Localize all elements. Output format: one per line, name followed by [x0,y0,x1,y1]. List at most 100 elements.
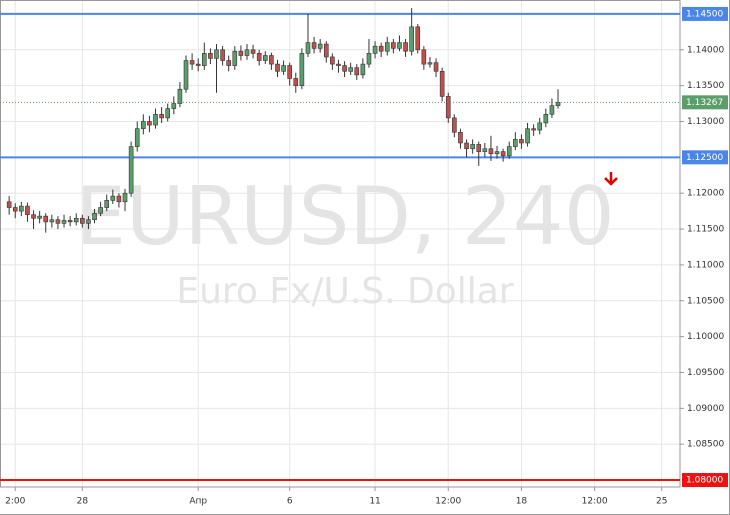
candle-body [37,215,42,219]
x-tick-label: 25 [656,497,667,507]
candle-body [415,26,421,51]
candle-body [25,205,30,216]
candle-body [500,151,506,157]
candle-body [317,43,323,49]
level-label-box [682,473,728,488]
candle-body [531,128,536,131]
candle-body [525,128,530,144]
y-tick-label: 1.13500 [687,81,724,91]
candle-body [232,50,238,66]
candle-body [452,117,457,133]
candle-body [427,62,433,65]
level-label: 1.08000 [686,476,723,486]
candle-body [55,219,61,224]
candle-body [537,122,543,131]
level-label: 1.14500 [686,9,723,19]
candle-body [104,200,110,208]
candle-body [214,49,219,59]
candle-body [330,56,335,65]
candle-body [409,26,414,52]
candle-body [226,60,231,66]
candle-body [354,67,360,76]
x-tick-label: 6 [287,497,293,507]
candle-body [128,146,134,194]
x-tick-label: 2:00 [5,497,25,507]
candle-body [61,220,67,224]
candle-body [305,42,311,54]
candle-body [378,45,384,52]
candle-body [287,65,292,79]
y-tick-label: 1.10500 [687,296,724,306]
candle-body [43,215,49,223]
candle-body [275,63,280,72]
level-label-box [682,150,728,165]
candle-body [110,195,116,201]
candle-body [433,62,439,72]
x-tick-label: Апр [189,497,207,507]
candle-body [220,49,225,61]
candle-body [372,45,378,54]
y-tick-label: 1.09500 [687,368,724,378]
candle-body [439,70,445,97]
candle-body [445,96,451,119]
x-tick-label: 12:00 [582,497,608,507]
candle-body [159,114,164,119]
candle-body [555,102,561,107]
candle-body [488,148,494,155]
candle-body [494,151,500,155]
last-price-box [682,95,728,110]
candle-body [506,146,512,157]
y-tick-label: 1.14000 [687,45,724,55]
x-tick-label: 18 [516,497,528,507]
candle-body [202,53,207,66]
candle-body [73,217,79,223]
candle-body [403,42,408,52]
candle-body [177,88,183,104]
candle-body [262,55,268,61]
candle-body [147,121,152,126]
y-tick-label: 1.12000 [687,189,724,199]
candle-body [519,139,524,144]
candle-body [19,205,24,212]
candle-body [98,207,103,214]
candle-body [244,49,250,56]
candle-body [348,67,353,72]
candle-body [281,65,286,72]
x-tick-label: 12:00 [435,497,461,507]
y-tick-label: 1.11000 [687,260,724,270]
candle-body [397,42,402,49]
watermark-title: EURUSD, 240 [75,170,614,263]
candle-body [238,50,244,56]
candle-body [134,128,140,147]
candle-body [256,53,262,61]
y-tick-label: 1.10000 [687,332,724,342]
candle-body [476,144,482,152]
candle-body [336,63,341,66]
candle-body [195,63,201,66]
candle-body [513,139,518,147]
candle-body [464,142,469,150]
candle-body [92,212,97,221]
candle-body [49,219,55,223]
candle-body [311,42,317,49]
y-tick-label: 1.09000 [687,404,724,414]
candle-body [543,114,549,124]
candle-body [549,105,555,115]
candle-body [86,219,91,224]
candle-body [482,148,488,152]
candle-body [165,108,171,119]
y-tick-label: 1.13000 [687,117,724,127]
candle-body [360,63,366,76]
candle-body [12,207,18,212]
candle-body [293,78,299,86]
candle-body [250,49,256,54]
watermark-subtitle: Euro Fx/U.S. Dollar [176,271,514,312]
candle-body [67,220,73,223]
down-arrow [604,172,618,186]
candle-body [153,114,158,126]
candle-body [299,53,305,86]
candle-body [323,43,329,58]
candle-body [391,42,396,49]
candle-body [6,201,12,208]
